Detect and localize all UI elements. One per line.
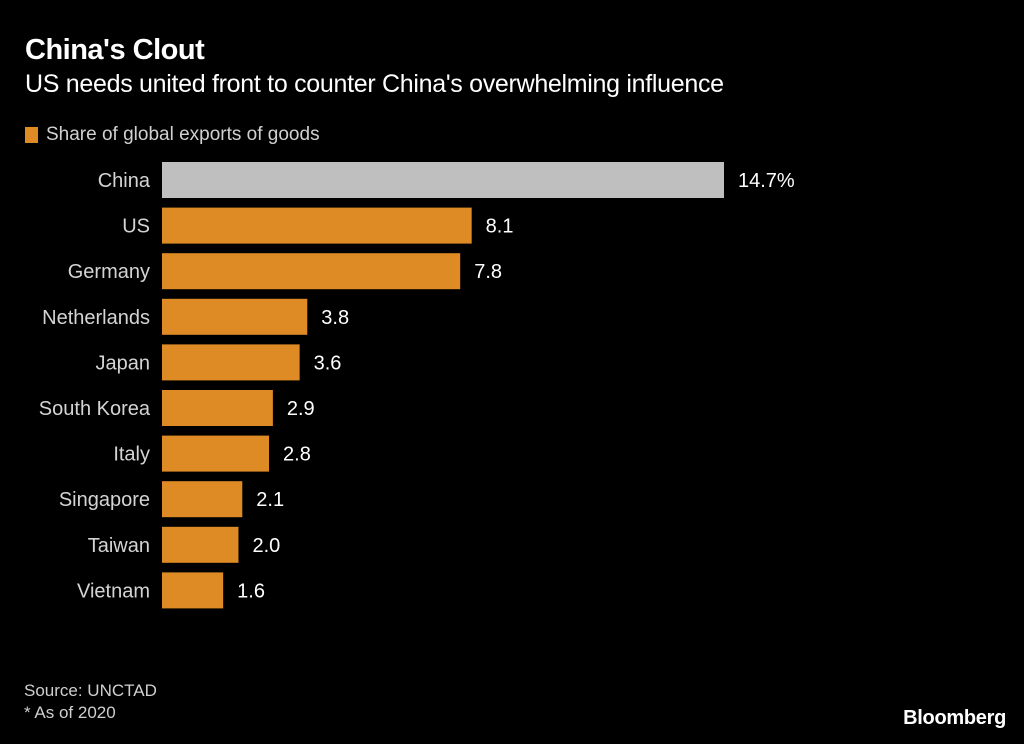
category-label-netherlands: Netherlands (42, 307, 150, 329)
value-label-vietnam: 1.6 (237, 580, 265, 602)
note-text: * As of 2020 (24, 703, 116, 722)
value-label-china: 14.7% (738, 170, 795, 192)
category-label-china: China (98, 170, 151, 192)
bar-italy (162, 435, 270, 472)
footer-notes: Source: UNCTAD * As of 2020 (24, 680, 157, 724)
category-label-germany: Germany (68, 261, 150, 283)
value-label-south-korea: 2.9 (287, 398, 315, 420)
category-label-singapore: Singapore (59, 489, 150, 511)
bar-vietnam (162, 572, 224, 609)
bar-japan (162, 344, 300, 381)
legend: Share of global exports of goods (25, 124, 320, 146)
category-label-vietnam: Vietnam (77, 580, 150, 602)
value-label-italy: 2.8 (283, 444, 311, 466)
bar-taiwan (162, 526, 239, 563)
legend-swatch (25, 127, 38, 143)
value-label-netherlands: 3.8 (321, 307, 349, 329)
category-label-taiwan: Taiwan (88, 535, 150, 557)
bloomberg-logo: Bloomberg (903, 707, 1006, 729)
category-label-japan: Japan (96, 352, 151, 374)
bar-us (162, 207, 472, 244)
value-label-germany: 7.8 (474, 261, 502, 283)
bar-singapore (162, 481, 243, 518)
value-label-taiwan: 2.0 (252, 535, 280, 557)
bar-china (162, 162, 724, 198)
bar-germany (162, 253, 461, 290)
value-label-singapore: 2.1 (256, 489, 284, 511)
value-label-us: 8.1 (486, 216, 514, 238)
chart-title: China's Clout (25, 34, 205, 66)
bar-south-korea (162, 390, 273, 426)
source-text: Source: UNCTAD (24, 681, 157, 700)
category-label-us: US (122, 216, 150, 238)
legend-label: Share of global exports of goods (46, 124, 320, 145)
category-label-south-korea: South Korea (39, 398, 151, 420)
value-label-japan: 3.6 (314, 352, 342, 374)
bar-netherlands (162, 298, 308, 335)
category-label-italy: Italy (113, 444, 150, 466)
chart-subtitle: US needs united front to counter China's… (25, 70, 724, 98)
